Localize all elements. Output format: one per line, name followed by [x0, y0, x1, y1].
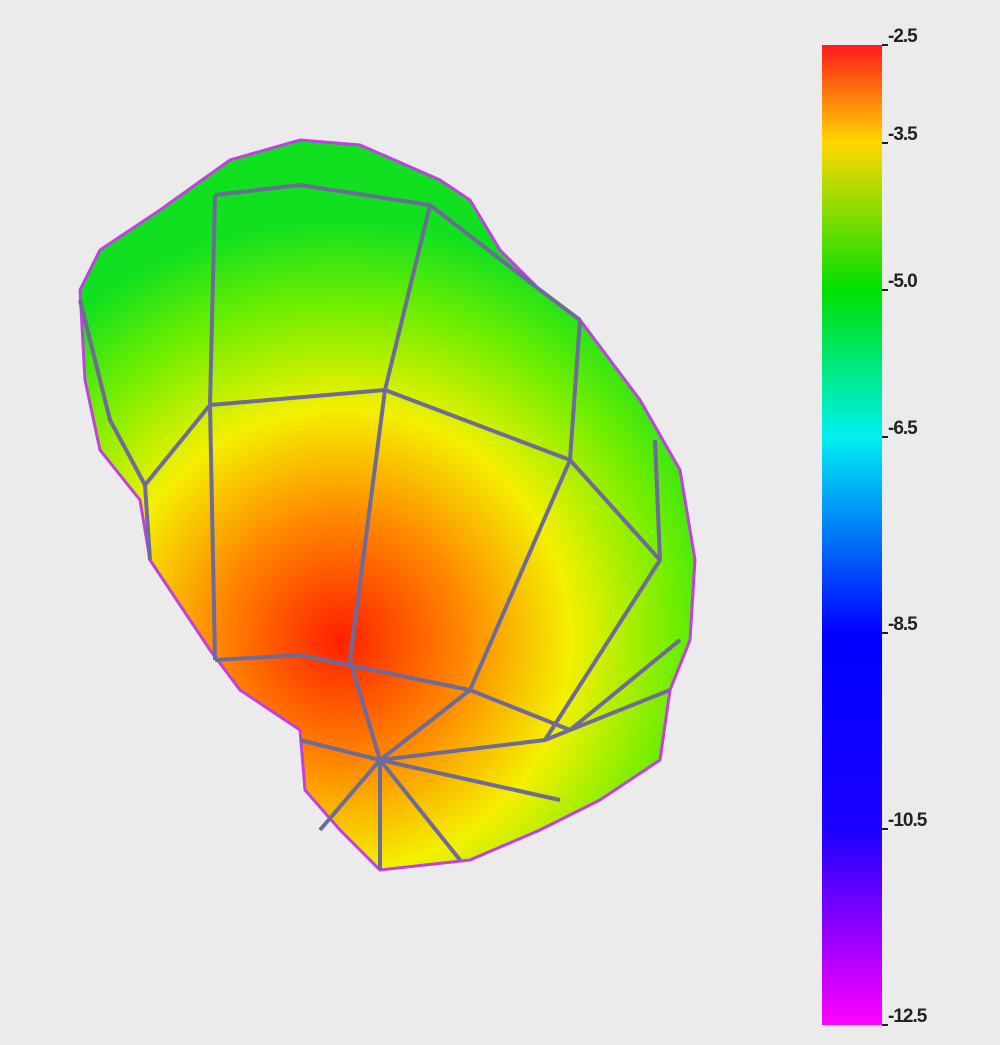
colorbar-label: -3.5 [888, 124, 918, 145]
colorbar-label: -6.5 [888, 418, 918, 439]
colorbar-label: -5.0 [888, 271, 917, 292]
surface [78, 138, 697, 872]
colorbar-label: -2.5 [888, 26, 918, 47]
colorbar-label: -10.5 [888, 810, 928, 831]
colorbar [822, 45, 882, 1025]
mesh-lines [78, 183, 682, 870]
colorbar-label: -8.5 [888, 614, 918, 635]
colorbar-label: -12.5 [888, 1006, 928, 1027]
